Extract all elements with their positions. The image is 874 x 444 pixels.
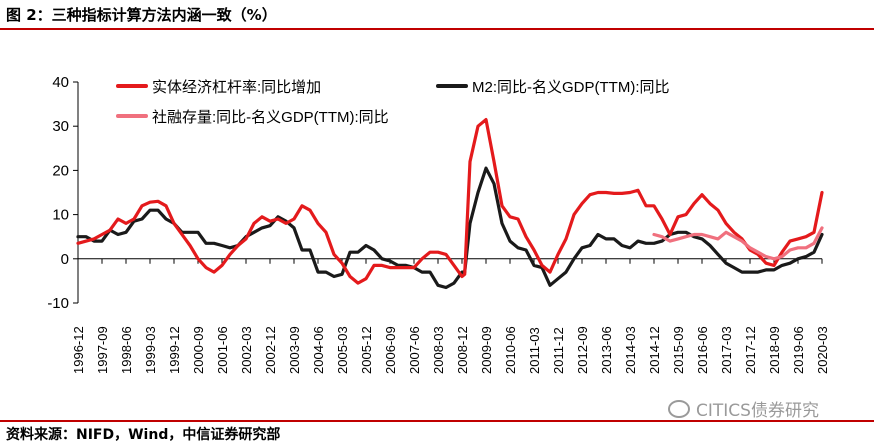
figure-title: 图 2：三种指标计算方法内涵一致（%） (6, 6, 277, 24)
x-tick-label: 2014-12 (647, 326, 662, 374)
watermark-text: CITICS债券研究 (696, 401, 819, 421)
x-tick-label: 2011-03 (527, 327, 542, 374)
top-divider (0, 28, 874, 30)
x-tick-label: 2008-12 (455, 326, 470, 374)
x-tick-label: 2017-03 (719, 326, 734, 374)
x-tick-label: 2008-03 (431, 326, 446, 374)
legend-label-3: 社融存量:同比-名义GDP(TTM):同比 (152, 109, 389, 126)
x-tick-label: 2016-06 (695, 326, 710, 374)
x-tick-label: 2017-12 (743, 326, 758, 374)
wechat-icon (668, 400, 690, 418)
chart-series (76, 118, 824, 290)
y-tick-label: 40 (52, 74, 69, 91)
line-chart: -10 0 10 20 30 40 1996-12 1997-09 1998-06 1999-03… (47, 74, 830, 374)
bottom-divider (0, 420, 874, 422)
series-line-1 (76, 118, 824, 285)
y-tick-label: 0 (61, 251, 69, 268)
x-tick-label: 1997-09 (95, 326, 110, 374)
x-tick-label: 1996-12 (71, 326, 86, 374)
x-tick-label: 2006-09 (383, 326, 398, 374)
x-tick-label: 2004-06 (311, 326, 326, 374)
series-line-3 (652, 226, 824, 261)
x-tick-label: 2009-09 (479, 326, 494, 374)
chart-legend: 实体经济杠杆率:同比增加 M2:同比-名义GDP(TTM):同比社融存量:同比-名… (116, 79, 669, 126)
x-tick-label: 2007-06 (407, 326, 422, 374)
x-tick-label: 2020-03 (815, 326, 830, 374)
x-tick-label: 2012-09 (575, 326, 590, 374)
x-tick-label: 2001-06 (215, 326, 230, 374)
x-tick-label: 2019-06 (791, 326, 806, 374)
x-tick-label: 1999-12 (167, 326, 182, 374)
y-tick-label: -10 (47, 295, 69, 312)
y-tick-label: 20 (52, 162, 69, 179)
x-tick-label: 2000-09 (191, 326, 206, 374)
source-note: 资料来源：NIFD，Wind，中信证券研究部 (6, 427, 281, 443)
x-tick-label: 2003-09 (287, 326, 302, 374)
chart-axes: -10 0 10 20 30 40 1996-12 1997-09 1998-06 1999-03… (47, 74, 830, 374)
x-tick-label: 2013-06 (599, 326, 614, 374)
watermark: CITICS债券研究 (668, 396, 819, 421)
x-tick-label: 2002-12 (263, 326, 278, 374)
y-tick-label: 10 (52, 207, 69, 224)
legend-label-2: M2:同比-名义GDP(TTM):同比 (472, 79, 669, 96)
y-tick-label: 30 (52, 118, 69, 135)
x-tick-label: 2005-03 (335, 326, 350, 374)
x-tick-label: 2018-09 (767, 326, 782, 374)
x-tick-label: 2010-06 (503, 326, 518, 374)
x-tick-label: 2015-09 (671, 326, 686, 374)
legend-label-1: 实体经济杠杆率:同比增加 (152, 79, 321, 96)
x-tick-label: 2014-03 (623, 326, 638, 374)
series-line-2 (76, 166, 824, 290)
x-tick-label: 2011-12 (551, 327, 566, 374)
x-tick-label: 2005-12 (359, 326, 374, 374)
x-tick-label: 1999-03 (143, 326, 158, 374)
x-tick-label: 2002-03 (239, 326, 254, 374)
x-tick-label: 1998-06 (119, 326, 134, 374)
